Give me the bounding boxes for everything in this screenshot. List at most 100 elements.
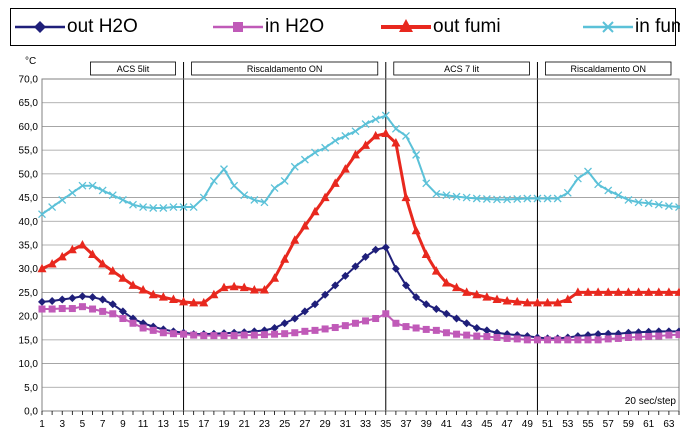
data-point xyxy=(644,287,654,296)
data-point xyxy=(88,181,97,190)
series-in-fumi xyxy=(38,111,680,219)
x-tick-label: 9 xyxy=(120,419,126,430)
data-point xyxy=(78,181,87,190)
data-point xyxy=(260,331,268,339)
data-point xyxy=(280,177,289,185)
x-tick-label: 43 xyxy=(461,419,473,430)
data-point xyxy=(260,198,269,207)
y-tick-label: 65,0 xyxy=(19,98,39,109)
data-point xyxy=(149,204,158,212)
data-point xyxy=(412,293,421,302)
data-point xyxy=(472,324,481,332)
data-point xyxy=(108,300,117,309)
data-point xyxy=(594,336,602,344)
data-point xyxy=(118,273,128,282)
data-point xyxy=(321,325,329,333)
data-point xyxy=(613,287,623,296)
y-tick-label: 0,0 xyxy=(24,407,38,418)
data-point xyxy=(321,290,330,299)
data-point xyxy=(544,336,552,344)
data-point xyxy=(78,292,87,301)
data-point xyxy=(68,305,76,313)
data-point xyxy=(472,289,482,299)
data-point xyxy=(644,199,653,208)
data-point xyxy=(58,295,67,304)
data-point xyxy=(220,332,228,340)
legend-label: out fumi xyxy=(433,16,501,37)
data-point xyxy=(310,206,320,216)
data-point xyxy=(48,203,57,212)
data-point xyxy=(199,297,209,307)
data-point xyxy=(321,143,330,152)
data-point xyxy=(492,294,502,304)
data-point xyxy=(240,331,248,339)
legend-item: out H2O xyxy=(13,9,138,45)
data-point xyxy=(482,195,491,203)
data-point xyxy=(614,334,622,342)
y-tick-label: 5,0 xyxy=(24,383,38,394)
x-tick-label: 5 xyxy=(80,419,86,430)
data-point xyxy=(391,124,400,133)
data-point xyxy=(391,264,400,273)
legend-swatch xyxy=(381,19,431,32)
series-line xyxy=(41,114,680,215)
data-point xyxy=(109,310,117,318)
data-point xyxy=(361,252,370,261)
phase-label: ACS 5lit xyxy=(117,64,150,74)
data-point xyxy=(574,336,582,344)
data-point xyxy=(129,200,137,209)
data-point xyxy=(209,289,219,299)
y-tick-label: 55,0 xyxy=(19,146,39,157)
legend-label: in fumi xyxy=(635,16,680,37)
data-point xyxy=(47,258,57,268)
x-tick-label: 57 xyxy=(603,419,615,430)
legend-swatch xyxy=(583,21,633,33)
data-point xyxy=(270,273,280,282)
data-point xyxy=(624,333,632,341)
data-point xyxy=(523,336,531,344)
data-point xyxy=(421,249,431,258)
data-point xyxy=(654,200,663,209)
axes: 0,0 5,0 10,0 15,0 20,0 25,0 30,0 35,0 40,0 45,0 50… xyxy=(19,75,680,430)
data-point xyxy=(301,327,309,335)
x-tick-label: 45 xyxy=(481,419,493,430)
data-point xyxy=(412,150,421,159)
data-point xyxy=(351,319,359,327)
y-tick-label: 15,0 xyxy=(19,335,39,346)
data-point xyxy=(210,332,218,340)
data-point xyxy=(512,296,522,306)
phase-label: Riscaldamento ON xyxy=(247,64,323,74)
data-point xyxy=(118,307,127,316)
data-point xyxy=(128,280,138,289)
data-point xyxy=(664,202,673,211)
data-point xyxy=(432,326,440,334)
x-tick-label: 63 xyxy=(663,419,675,430)
y-tick-label: 25,0 xyxy=(19,288,39,299)
x-tick-label: 59 xyxy=(623,419,635,430)
phase-label-box xyxy=(393,61,530,76)
data-point xyxy=(99,307,107,315)
data-point xyxy=(473,332,481,340)
data-point xyxy=(341,131,350,140)
data-point xyxy=(634,198,643,207)
data-point xyxy=(341,271,350,280)
data-point xyxy=(584,336,592,344)
data-point xyxy=(463,331,471,339)
data-point xyxy=(331,136,340,145)
data-point xyxy=(78,303,86,311)
x-tick-label: 17 xyxy=(198,419,210,430)
series-in-h2o xyxy=(38,303,680,344)
data-point xyxy=(88,249,98,258)
x-tick-label: 27 xyxy=(299,419,311,430)
data-point xyxy=(98,295,107,304)
data-point xyxy=(543,194,552,203)
data-point xyxy=(502,295,512,305)
data-point xyxy=(149,326,157,334)
data-point xyxy=(250,331,258,339)
data-point xyxy=(493,195,501,204)
data-point xyxy=(513,335,521,343)
data-point xyxy=(675,331,680,339)
data-point xyxy=(422,325,430,333)
data-point xyxy=(350,149,360,159)
data-point xyxy=(392,319,400,327)
